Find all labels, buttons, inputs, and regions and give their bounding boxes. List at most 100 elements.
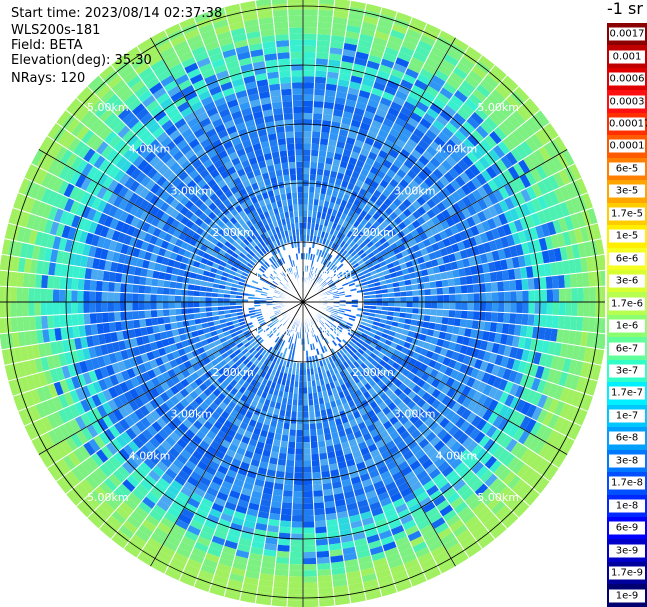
data-gate — [128, 399, 140, 412]
data-gate — [273, 113, 284, 122]
data-gate — [230, 363, 239, 372]
data-gate — [471, 501, 487, 516]
data-gate — [206, 546, 222, 558]
data-gate — [150, 302, 157, 310]
data-gate — [147, 260, 156, 271]
data-gate — [508, 369, 518, 383]
data-gate — [272, 318, 279, 324]
data-gate — [217, 465, 229, 475]
data-gate — [490, 364, 501, 377]
data-gate — [439, 504, 454, 517]
data-gate — [171, 328, 180, 337]
data-gate — [375, 363, 384, 372]
data-gate — [558, 418, 571, 435]
data-gate — [303, 173, 310, 181]
data-gate — [292, 94, 303, 101]
data-gate — [425, 350, 434, 360]
data-gate — [556, 328, 564, 344]
data-gate — [337, 429, 347, 438]
data-gate — [111, 362, 121, 375]
data-gate — [364, 338, 372, 346]
data-gate — [467, 337, 477, 348]
data-gate — [229, 522, 244, 532]
data-gate — [130, 470, 144, 484]
data-gate — [564, 388, 576, 405]
data-gate — [393, 311, 401, 318]
data-gate — [106, 249, 115, 262]
data-gate — [88, 438, 101, 453]
data-gate — [99, 366, 110, 379]
data-gate — [456, 382, 467, 394]
data-gate — [488, 459, 503, 474]
data-gate — [314, 323, 319, 330]
data-gate — [438, 560, 456, 574]
data-gate — [330, 431, 340, 440]
data-gate — [236, 543, 252, 553]
data-gate — [22, 287, 29, 302]
data-gate — [89, 312, 97, 325]
data-gate — [289, 336, 294, 344]
data-gate — [74, 253, 83, 267]
data-gate — [341, 319, 348, 325]
data-gate — [438, 331, 447, 340]
data-gate — [459, 363, 469, 374]
data-gate — [224, 355, 232, 364]
data-gate — [325, 445, 335, 453]
data-gate — [146, 537, 163, 551]
data-gate — [199, 307, 206, 313]
data-gate — [334, 328, 341, 335]
data-gate — [297, 393, 303, 400]
data-gate — [147, 469, 161, 483]
data-gate — [88, 369, 98, 383]
data-gate — [130, 510, 146, 525]
data-gate — [22, 360, 32, 377]
data-gate — [149, 486, 164, 500]
data-gate — [427, 539, 444, 553]
data-gate — [351, 424, 361, 433]
data-gate — [152, 270, 160, 280]
data-gate — [373, 334, 382, 341]
data-gate — [400, 465, 413, 477]
data-gate — [191, 266, 199, 274]
data-gate — [340, 415, 349, 424]
data-gate — [438, 364, 448, 375]
data-gate — [190, 470, 203, 482]
data-gate — [239, 320, 247, 327]
data-gate — [318, 144, 328, 152]
data-gate — [292, 496, 303, 504]
data-gate — [509, 410, 521, 424]
data-gate — [335, 316, 343, 322]
data-gate — [524, 418, 537, 434]
data-gate — [503, 513, 519, 529]
data-gate — [525, 389, 537, 404]
data-gate — [286, 329, 291, 336]
data-gate — [359, 345, 368, 352]
data-gate — [342, 368, 350, 376]
data-gate — [19, 345, 29, 362]
data-gate — [80, 459, 95, 475]
data-gate — [331, 406, 339, 414]
data-gate — [90, 268, 99, 281]
data-gate — [74, 337, 83, 351]
data-gate — [277, 323, 283, 330]
data-gate — [430, 336, 439, 346]
data-gate — [289, 380, 295, 387]
data-gate — [287, 582, 303, 589]
data-gate — [205, 296, 212, 302]
data-gate — [327, 356, 334, 364]
data-gate — [571, 344, 581, 361]
data-gate — [516, 302, 523, 314]
data-gate — [42, 432, 55, 449]
data-gate — [331, 567, 346, 575]
data-gate — [479, 340, 488, 351]
data-gate — [430, 308, 438, 317]
data-gate — [239, 531, 254, 541]
data-gate — [170, 375, 181, 386]
data-gate — [249, 378, 258, 387]
data-gate — [191, 547, 207, 559]
data-gate — [58, 237, 68, 252]
data-gate — [43, 342, 53, 357]
data-gate — [262, 486, 274, 495]
data-gate — [194, 508, 209, 520]
data-gate — [459, 420, 471, 433]
